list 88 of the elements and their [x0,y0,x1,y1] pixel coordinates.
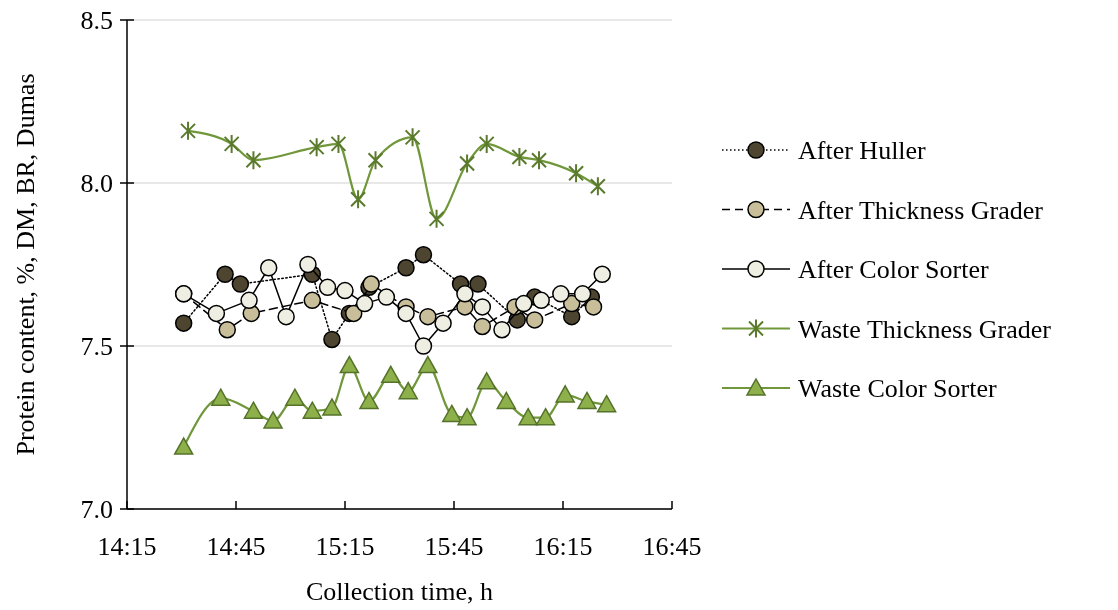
point [473,317,492,336]
y-tick-label: 8.5 [80,6,113,36]
point [398,381,418,400]
point [259,259,278,277]
point [525,311,544,329]
point [428,208,445,229]
point [216,265,234,284]
legend-label: Waste Thickness Grader [798,314,1052,344]
point [223,133,240,154]
x-tick-label: 16:45 [642,532,702,561]
point [240,291,258,310]
point [180,120,197,141]
y-tick-label: 8.0 [80,169,113,199]
point [323,330,341,349]
point [207,304,226,323]
point [518,407,538,426]
y-tick-label: 7.5 [80,332,113,362]
point [218,320,237,339]
point [459,153,476,174]
point [308,137,325,158]
point [418,355,438,374]
point [584,298,603,316]
point [456,285,474,303]
point [210,388,231,406]
point [478,133,495,154]
x-tick-label: 15:15 [315,532,375,561]
point [303,291,322,310]
point [568,163,585,184]
point [318,278,337,297]
point [355,294,374,313]
point [362,275,380,293]
point [531,150,548,171]
x-tick-label: 14:45 [206,532,266,561]
point [377,288,396,306]
point [344,304,363,323]
point [359,391,379,410]
y-tick-label: 7.0 [80,495,113,525]
legend-label: After Color Sorter [798,255,989,285]
point [381,365,401,384]
point [552,285,570,303]
x-tick-label: 15:45 [424,532,484,561]
legend-label: Waste Color Sorter [798,374,997,404]
point [263,411,283,429]
point [404,127,421,148]
point [469,275,487,293]
x-axis-title: Collection time, h [305,577,494,606]
point [367,150,384,171]
point [336,281,354,300]
point [496,391,517,410]
point [476,372,497,390]
point [397,259,415,277]
point [339,355,360,374]
point [414,337,433,355]
point [350,189,367,210]
point [596,394,617,413]
y-axis-title: Protein content, %, DM, BR, Dumas [11,73,40,456]
point [515,294,533,313]
point [322,398,342,416]
point [174,314,193,332]
legend-label: After Thickness Grader [798,195,1044,225]
point [589,176,606,197]
point [245,150,262,171]
point [593,265,611,284]
x-tick-label: 14:15 [97,532,157,561]
point [285,388,305,406]
legend-label: After Huller [798,136,927,166]
point [419,307,437,326]
point [330,133,347,154]
point [457,407,477,426]
point [493,320,511,339]
point [173,437,194,455]
point [511,146,528,167]
point [299,255,317,274]
point [573,285,592,303]
point [302,401,323,419]
point [397,304,415,323]
point [577,391,597,410]
point [473,298,492,316]
point [277,307,295,326]
point [414,245,433,264]
point [434,314,452,332]
point [442,404,462,423]
point [231,275,250,293]
point [243,401,264,419]
point [555,385,575,403]
x-tick-label: 16:15 [533,532,593,561]
point [532,291,550,310]
point [535,407,556,426]
